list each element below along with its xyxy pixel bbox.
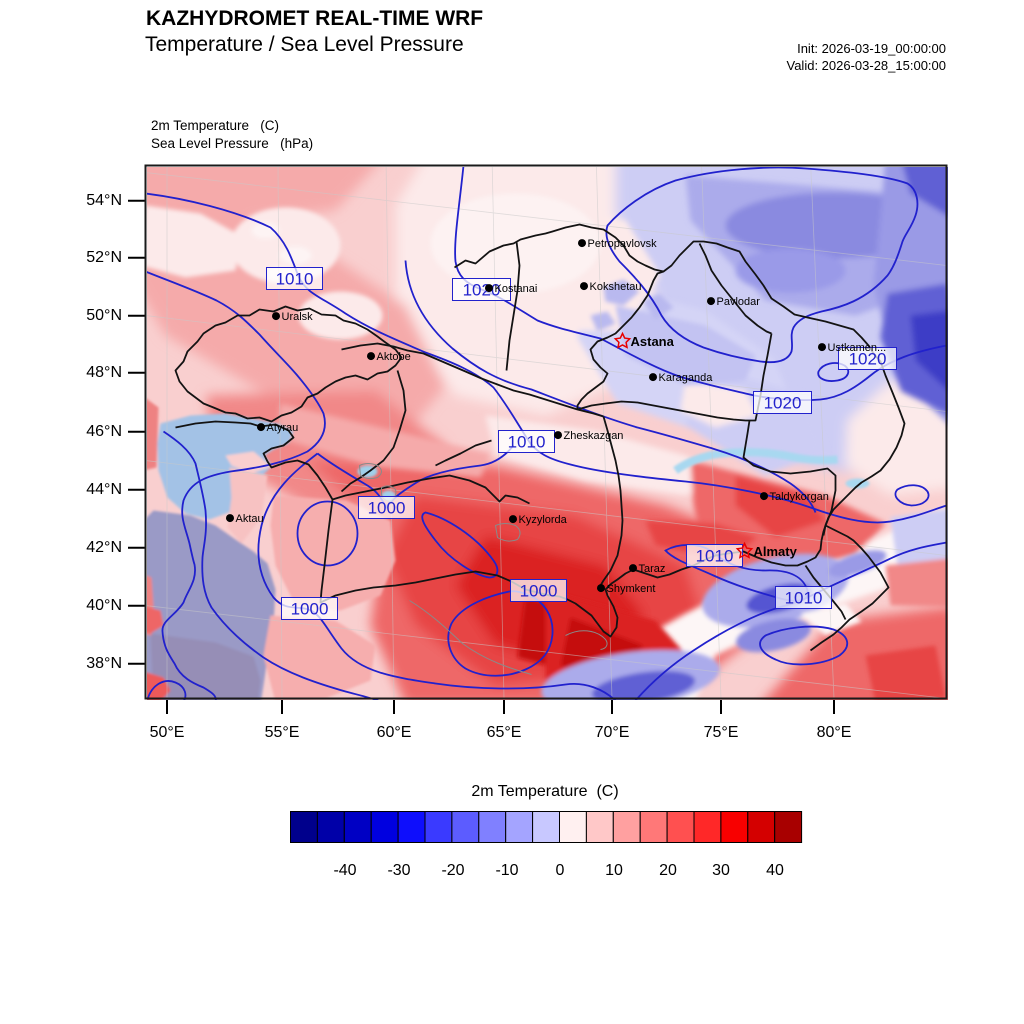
svg-text:1010: 1010 xyxy=(785,589,823,608)
svg-text:1020: 1020 xyxy=(764,394,802,413)
svg-text:Petropavlovsk: Petropavlovsk xyxy=(588,238,658,250)
svg-text:Taraz: Taraz xyxy=(639,563,666,575)
svg-text:1020: 1020 xyxy=(849,350,887,369)
svg-text:Karaganda: Karaganda xyxy=(659,372,714,384)
svg-text:1000: 1000 xyxy=(520,582,558,601)
svg-text:Almaty: Almaty xyxy=(754,544,798,559)
svg-text:Kyzylorda: Kyzylorda xyxy=(519,514,568,526)
svg-text:Kokshetau: Kokshetau xyxy=(590,281,642,293)
svg-text:Shymkent: Shymkent xyxy=(607,583,656,595)
svg-text:Aktau: Aktau xyxy=(236,513,264,525)
svg-text:Kostanai: Kostanai xyxy=(495,283,538,295)
svg-text:Uralsk: Uralsk xyxy=(282,311,314,323)
svg-text:Astana: Astana xyxy=(631,334,675,349)
svg-text:Taldykorgan: Taldykorgan xyxy=(770,491,829,503)
svg-text:Pavlodar: Pavlodar xyxy=(717,296,761,308)
svg-text:1010: 1010 xyxy=(276,270,314,289)
svg-text:1010: 1010 xyxy=(508,433,546,452)
svg-text:1000: 1000 xyxy=(368,499,406,518)
svg-text:Atyrau: Atyrau xyxy=(267,422,299,434)
svg-text:Aktobe: Aktobe xyxy=(377,351,411,363)
svg-text:1000: 1000 xyxy=(291,600,329,619)
svg-text:Zheskazgan: Zheskazgan xyxy=(564,430,624,442)
svg-text:Ustkamen...: Ustkamen... xyxy=(828,342,887,354)
svg-text:1010: 1010 xyxy=(696,547,734,566)
